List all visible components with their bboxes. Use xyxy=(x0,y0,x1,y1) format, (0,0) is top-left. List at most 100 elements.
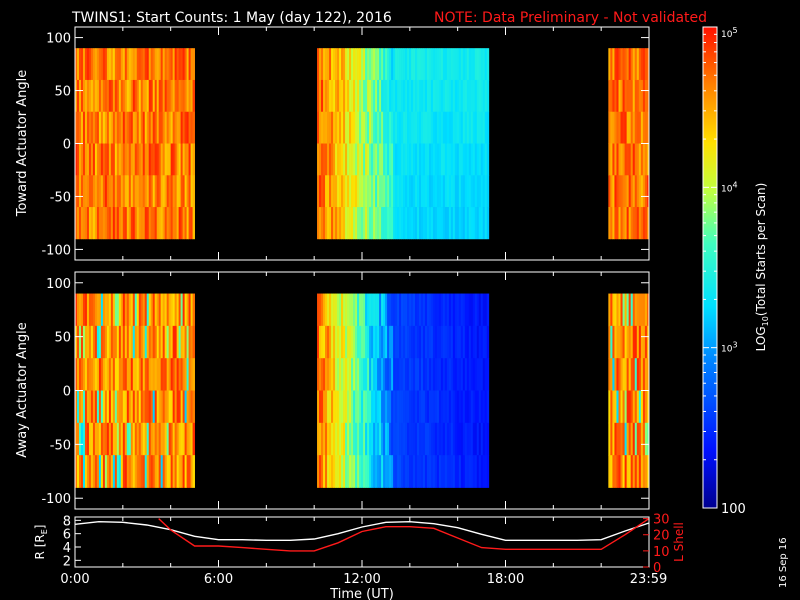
heatmap-cell xyxy=(335,390,338,424)
heatmap-cell xyxy=(373,325,376,359)
heatmap-cell xyxy=(345,455,348,488)
heatmap-cell xyxy=(323,390,326,424)
heatmap-cell xyxy=(381,207,384,240)
heatmap-cell xyxy=(405,207,408,240)
heatmap-cell xyxy=(420,143,424,176)
heatmap-cell xyxy=(634,358,638,391)
heatmap-cell xyxy=(146,175,150,208)
heatmap-cell xyxy=(480,325,484,359)
heatmap-cell xyxy=(178,390,182,424)
heatmap-cell xyxy=(440,48,444,81)
heatmap-cell xyxy=(405,48,408,81)
heatmap-cell xyxy=(395,358,398,391)
heatmap-cell xyxy=(94,143,98,176)
heatmap-cell xyxy=(424,455,428,488)
heatmap-cell xyxy=(626,293,630,327)
heatmap-cell xyxy=(640,358,644,391)
heatmap-cell xyxy=(634,325,638,359)
heatmap-cell xyxy=(446,422,450,456)
colorbar-label-log: LOG xyxy=(754,326,768,351)
heatmap-cell xyxy=(98,111,102,144)
heatmap-cell xyxy=(327,207,330,240)
heatmap-cell xyxy=(642,207,646,240)
heatmap-cell xyxy=(156,48,160,81)
heatmap-cell xyxy=(120,48,124,81)
heatmap-cell xyxy=(478,293,482,327)
heatmap-cell xyxy=(78,175,82,208)
heatmap-cell xyxy=(373,111,376,144)
heatmap-cell xyxy=(339,293,342,327)
heatmap-cell xyxy=(184,358,188,391)
heatmap-cell xyxy=(436,293,440,327)
heatmap-cell xyxy=(450,48,454,81)
heatmap-cell xyxy=(466,325,470,359)
heatmap-cell xyxy=(148,325,152,359)
heatmap-cell xyxy=(329,293,332,327)
heatmap-cell xyxy=(478,422,482,456)
heatmap-cell xyxy=(329,79,332,113)
heatmap-cell xyxy=(610,48,613,81)
heatmap-cell xyxy=(444,48,448,81)
heatmap-cell xyxy=(92,175,96,208)
heatmap-cell xyxy=(325,455,328,488)
heatmap-cell xyxy=(124,358,128,391)
heatmap-cell xyxy=(341,422,344,456)
heatmap-cell xyxy=(381,358,384,391)
heatmap-cell xyxy=(371,48,374,81)
heatmap-cell xyxy=(367,358,370,391)
heatmap-cell xyxy=(162,48,166,81)
heatmap-cell xyxy=(184,422,188,456)
heatmap-cell xyxy=(375,293,378,327)
heatmap-cell xyxy=(432,143,436,176)
heatmap-cell xyxy=(612,79,615,113)
heatmap-cell xyxy=(164,175,168,208)
heatmap-cell xyxy=(466,422,470,456)
heatmap-cell xyxy=(424,293,428,327)
heatmap-cell xyxy=(178,325,182,359)
heatmap-cell xyxy=(351,422,354,456)
heatmap-cell xyxy=(168,48,172,81)
heatmap-cell xyxy=(186,455,189,488)
heatmap-cell xyxy=(381,390,384,424)
heatmap-cell xyxy=(367,48,370,81)
heatmap-cell xyxy=(365,207,368,240)
heatmap-cell xyxy=(317,358,320,391)
colorbar-gradient xyxy=(703,27,717,508)
heatmap-cell xyxy=(108,48,112,81)
heatmap-cell xyxy=(186,293,189,327)
heatmap-cell xyxy=(329,455,332,488)
heatmap-cell xyxy=(112,455,116,488)
heatmap-cell xyxy=(476,358,480,391)
heatmap-cell xyxy=(401,293,404,327)
heatmap-cell xyxy=(389,293,392,327)
y2-tick-label: 10 xyxy=(653,545,670,560)
heatmap-cell xyxy=(94,48,98,81)
heatmap-cell xyxy=(132,293,136,327)
heatmap-cell xyxy=(434,325,438,359)
heatmap-cell xyxy=(156,422,160,456)
heatmap-cell xyxy=(630,455,634,488)
heatmap-cell xyxy=(646,455,650,488)
heatmap-cell xyxy=(138,207,142,240)
heatmap-cell xyxy=(158,48,162,81)
heatmap-cell xyxy=(436,422,440,456)
heatmap-cell xyxy=(86,325,90,359)
heatmap-cell xyxy=(480,455,484,488)
heatmap-cell xyxy=(152,143,156,176)
heatmap-cell xyxy=(186,358,189,391)
heatmap-cell xyxy=(381,325,384,359)
heatmap-cell xyxy=(333,175,336,208)
heatmap-cell xyxy=(430,390,434,424)
heatmap-cell xyxy=(371,422,374,456)
heatmap-cell xyxy=(114,143,118,176)
heatmap-cell xyxy=(176,422,180,456)
heatmap-cell xyxy=(140,358,144,391)
heatmap-cell xyxy=(150,207,154,240)
heatmap-cell xyxy=(86,358,90,391)
heatmap-cell xyxy=(383,390,386,424)
heatmap-cell xyxy=(166,79,170,113)
heatmap-cell xyxy=(140,455,144,488)
heatmap-cell xyxy=(84,143,88,176)
heatmap-cell xyxy=(464,175,468,208)
heatmap-cell xyxy=(428,207,432,240)
